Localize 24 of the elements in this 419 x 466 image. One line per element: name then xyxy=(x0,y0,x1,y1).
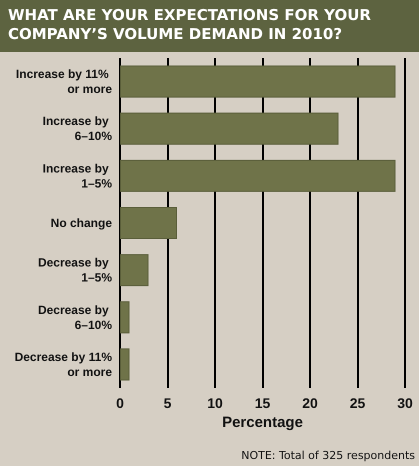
x-tick-label: 15 xyxy=(254,395,270,411)
x-tick-label: 0 xyxy=(116,395,124,411)
x-tick-label: 30 xyxy=(397,395,413,411)
y-tick-label: Decrease by 1–5% xyxy=(38,256,112,285)
bar xyxy=(120,348,130,380)
bar xyxy=(120,206,177,240)
y-tick-label: Increase by 11% or more xyxy=(16,67,112,96)
bar xyxy=(120,66,396,98)
x-axis-title: Percentage xyxy=(222,414,303,431)
y-tick-label: Decrease by 6–10% xyxy=(38,302,112,332)
y-tick-label: No change xyxy=(50,216,112,230)
bar xyxy=(120,301,130,334)
bar xyxy=(120,112,338,145)
x-tick-label: 5 xyxy=(164,395,172,411)
y-tick-label: Decrease by 11% or more xyxy=(14,350,112,379)
text: NOTE: Total of 325 respondents xyxy=(241,449,415,462)
y-tick-label: Increase by 1–5% xyxy=(42,161,112,190)
x-tick-label: 25 xyxy=(350,395,366,411)
y-tick-label: Increase by 6–10% xyxy=(42,114,112,144)
chart-title: WHAT ARE YOUR EXPECTATIONS FOR YOUR COMPANY’S VOLUME DEMAND IN 2010? xyxy=(0,0,419,52)
bar xyxy=(120,160,396,192)
x-tick-label: 20 xyxy=(302,395,318,411)
bar xyxy=(120,254,148,286)
x-tick-label: 10 xyxy=(207,395,223,411)
